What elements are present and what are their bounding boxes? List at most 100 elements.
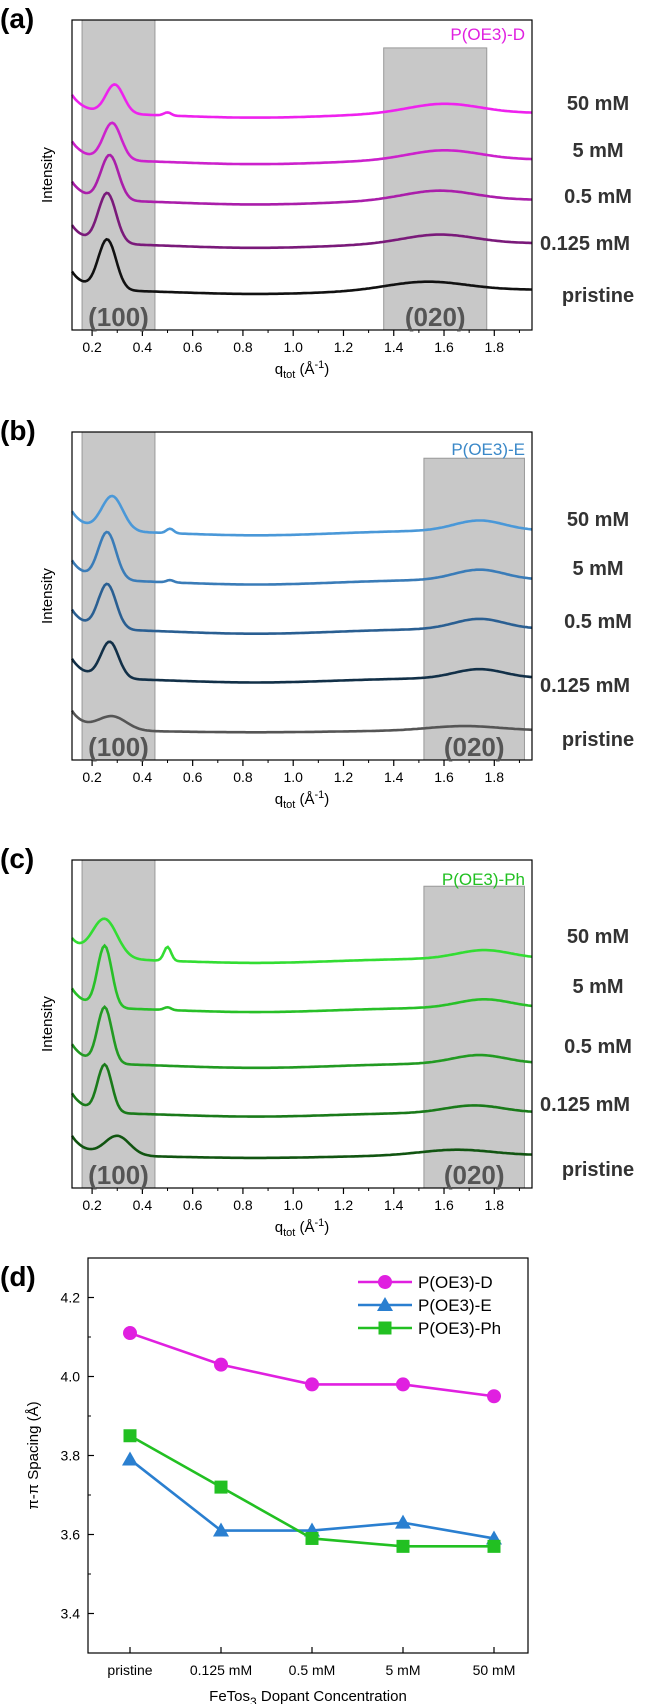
- y-axis-title: π-π Spacing (Å): [25, 1401, 42, 1509]
- data-point: [487, 1539, 501, 1553]
- data-point: [487, 1389, 501, 1404]
- shade-020: [423, 457, 525, 761]
- plot-frame: [71, 431, 533, 761]
- x-axis-title-sub: tot: [283, 369, 295, 381]
- x-axis-title-rest: Dopant Concentration: [257, 1688, 407, 1704]
- y-axis-title: Intensity: [39, 147, 56, 203]
- concentration-label: 0.5 mM: [564, 1036, 632, 1058]
- x-tick-label: 0.8: [233, 339, 253, 355]
- concentration-label: pristine: [562, 1159, 634, 1181]
- x-tick-label: 0.2: [82, 1197, 102, 1213]
- y-tick-label: 3.6: [61, 1527, 81, 1543]
- x-tick-label: 0.6: [183, 1197, 203, 1213]
- x-axis-title-sub: tot: [283, 799, 295, 811]
- concentration-label: 5 mM: [572, 140, 623, 162]
- data-point: [214, 1480, 228, 1494]
- concentration-label: 0.125 mM: [540, 675, 630, 697]
- shade-020: [383, 47, 488, 331]
- x-axis-title-close: ): [324, 361, 329, 378]
- x-tick-label: 0.4: [133, 1197, 153, 1213]
- x-tick-label: 1.4: [384, 339, 404, 355]
- x-tick-label: 1.4: [384, 1197, 404, 1213]
- x-tick-label: 1.0: [283, 339, 303, 355]
- x-tick-label: 1.0: [283, 1197, 303, 1213]
- peak-label-100: (100): [88, 302, 149, 332]
- y-axis-title: Intensity: [39, 996, 56, 1052]
- x-tick-label: 0.2: [82, 339, 102, 355]
- sample-title: P(OE3)-Ph: [442, 870, 525, 889]
- x-axis-title-sup: -1: [314, 789, 324, 801]
- curve-pristine: [70, 710, 533, 734]
- x-tick-label: 0.4: [133, 769, 153, 785]
- curve-pristine: [70, 237, 532, 296]
- curve-0-5-mM: [70, 153, 532, 206]
- shade-020: [423, 885, 525, 1189]
- peak-label-100: (100): [88, 732, 149, 762]
- concentration-label: pristine: [562, 729, 634, 751]
- plot-frame: [71, 19, 533, 331]
- curve-50-mM: [70, 494, 533, 537]
- data-point: [396, 1377, 410, 1392]
- x-axis-title: qtot (Å-1): [275, 359, 330, 381]
- x-axis-title-main: q: [275, 361, 283, 378]
- x-axis-title: qtot (Å-1): [275, 789, 330, 811]
- plot-frame: [87, 1257, 529, 1654]
- series-P(OE3)-E: [122, 1451, 502, 1545]
- legend-marker: [377, 1297, 393, 1311]
- x-tick-label: 50 mM: [473, 1662, 516, 1678]
- curve-pristine: [70, 1134, 533, 1160]
- x-tick-label: 0.4: [133, 339, 153, 355]
- x-tick-label: 1.2: [334, 1197, 354, 1213]
- sample-title: P(OE3)-E: [451, 440, 525, 459]
- x-axis-title-main: FeTos: [209, 1688, 250, 1704]
- curve-50-mM: [71, 917, 533, 965]
- legend-label: P(OE3)-D: [418, 1273, 493, 1292]
- x-tick-label: 0.8: [233, 1197, 253, 1213]
- data-point: [123, 1429, 137, 1443]
- sample-title: P(OE3)-D: [450, 25, 525, 44]
- curve-0-125-mM: [70, 191, 532, 250]
- x-tick-label: 0.6: [183, 339, 203, 355]
- curve-5-mM: [70, 943, 533, 1014]
- concentration-label: 0.125 mM: [540, 233, 630, 255]
- x-tick-label: 1.6: [434, 339, 454, 355]
- panel-b: 0.2 0.4 0.6 0.8 1.0 1.2 1.4 1.6 1.8 qtot (Å-1) Int…: [0, 415, 634, 811]
- data-point: [122, 1451, 138, 1466]
- panel-letter: (d): [0, 1261, 36, 1292]
- plot-frame: [71, 859, 533, 1189]
- panel-letter: (b): [0, 415, 36, 446]
- legend-label: P(OE3)-Ph: [418, 1319, 501, 1338]
- panel-c: 0.2 0.4 0.6 0.8 1.0 1.2 1.4 1.6 1.8 qtot (Å-1) Int…: [0, 843, 634, 1239]
- curve-5-mM: [70, 121, 533, 166]
- x-axis-title-sub: 3: [250, 1695, 257, 1704]
- concentration-label: 50 mM: [567, 509, 629, 531]
- x-tick-label: 0.8: [233, 769, 253, 785]
- series-P(OE3)-D: [123, 1326, 501, 1404]
- panel-a: 0.2 0.4 0.6 0.8 1.0 1.2 1.4 1.6 1.8 qtot (Å-1) Int…: [0, 3, 634, 381]
- concentration-label: 0.5 mM: [564, 611, 632, 633]
- y-tick-label: 4.2: [61, 1290, 81, 1306]
- curve-50-mM: [70, 83, 533, 119]
- data-point: [213, 1522, 229, 1537]
- shade-100: [81, 859, 156, 1189]
- x-tick-label: pristine: [107, 1662, 152, 1678]
- panel-d: (d) 3.4 3.6 3.8 4.0 4.2 pristine 0.125 mM 0.5 mM…: [0, 1257, 529, 1704]
- shade-100: [81, 431, 156, 761]
- curve-0-125-mM: [70, 640, 533, 684]
- concentration-label: 50 mM: [567, 926, 629, 948]
- x-tick-label: 0.6: [183, 769, 203, 785]
- series-P(OE3)-Ph: [123, 1429, 501, 1553]
- concentration-label: 0.125 mM: [540, 1094, 630, 1116]
- y-tick-label: 3.4: [61, 1606, 81, 1622]
- x-tick-label: 1.8: [485, 339, 505, 355]
- x-axis-title-main: q: [275, 791, 283, 808]
- y-axis-title: Intensity: [39, 568, 56, 624]
- x-tick-label: 1.2: [334, 339, 354, 355]
- x-tick-label: 1.2: [334, 769, 354, 785]
- legend-marker: [378, 1321, 392, 1335]
- x-axis-title-unit: (Å: [295, 361, 314, 378]
- x-tick-label: 1.6: [434, 769, 454, 785]
- curve-0-5-mM: [70, 582, 533, 635]
- concentration-label: 5 mM: [572, 976, 623, 998]
